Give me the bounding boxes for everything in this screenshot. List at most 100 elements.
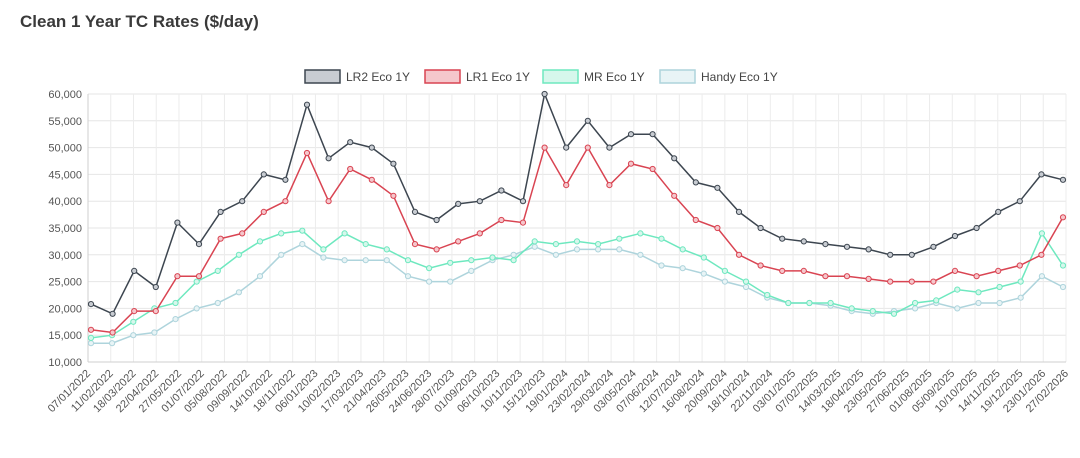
data-point[interactable] <box>411 208 419 215</box>
data-point[interactable] <box>1017 278 1024 285</box>
data-point[interactable] <box>383 257 390 264</box>
data-point[interactable] <box>806 299 813 307</box>
data-point[interactable] <box>627 160 635 167</box>
data-point[interactable] <box>649 131 656 138</box>
data-point[interactable] <box>606 182 613 189</box>
data-point[interactable] <box>519 198 527 205</box>
data-point[interactable] <box>341 230 348 237</box>
data-point[interactable] <box>256 273 264 280</box>
data-point[interactable] <box>735 251 743 258</box>
data-point[interactable] <box>362 257 369 264</box>
data-point[interactable] <box>390 192 397 199</box>
data-point[interactable] <box>742 283 750 291</box>
data-point[interactable] <box>362 241 369 248</box>
data-point[interactable] <box>930 243 937 250</box>
data-point[interactable] <box>320 246 327 253</box>
data-point[interactable] <box>822 241 829 248</box>
data-point[interactable] <box>954 305 961 312</box>
data-point[interactable] <box>975 299 982 307</box>
data-point[interactable] <box>1038 251 1045 258</box>
data-point[interactable] <box>800 238 807 245</box>
data-point[interactable] <box>700 270 707 277</box>
data-point[interactable] <box>1059 283 1067 291</box>
data-point[interactable] <box>260 171 267 178</box>
data-point[interactable] <box>174 219 181 226</box>
data-point[interactable] <box>476 198 483 205</box>
data-point[interactable] <box>616 246 623 253</box>
data-point[interactable] <box>404 273 412 280</box>
data-point[interactable] <box>468 267 475 274</box>
data-point[interactable] <box>498 216 505 224</box>
data-point[interactable] <box>679 265 686 272</box>
data-point[interactable] <box>447 278 454 285</box>
data-point[interactable] <box>214 299 221 307</box>
data-point[interactable] <box>433 246 440 253</box>
data-point[interactable] <box>383 246 390 253</box>
legend-item-2[interactable]: MR Eco 1Y <box>542 69 645 84</box>
data-point[interactable] <box>912 305 919 312</box>
data-point[interactable] <box>341 257 348 264</box>
data-point[interactable] <box>908 251 915 258</box>
data-point[interactable] <box>584 144 591 151</box>
data-point[interactable] <box>973 273 980 280</box>
data-point[interactable] <box>616 235 623 242</box>
data-point[interactable] <box>1017 294 1024 301</box>
data-point[interactable] <box>1016 262 1023 269</box>
data-point[interactable] <box>195 241 203 248</box>
data-point[interactable] <box>887 251 894 258</box>
data-point[interactable] <box>235 289 242 296</box>
data-point[interactable] <box>411 241 419 248</box>
data-point[interactable] <box>541 144 548 151</box>
data-point[interactable] <box>930 278 937 285</box>
data-point[interactable] <box>368 144 375 151</box>
data-point[interactable] <box>87 334 95 341</box>
data-point[interactable] <box>679 246 686 253</box>
data-point[interactable] <box>541 90 548 98</box>
data-point[interactable] <box>109 310 116 317</box>
data-point[interactable] <box>649 165 656 173</box>
data-point[interactable] <box>721 278 729 285</box>
legend-item-1[interactable]: LR1 Eco 1Y <box>424 69 530 84</box>
data-point[interactable] <box>217 235 224 242</box>
data-point[interactable] <box>573 238 581 245</box>
data-point[interactable] <box>735 208 743 215</box>
data-point[interactable] <box>908 278 915 285</box>
data-point[interactable] <box>282 176 289 183</box>
data-point[interactable] <box>1059 214 1067 221</box>
data-point[interactable] <box>347 165 354 173</box>
data-point[interactable] <box>865 246 872 253</box>
data-point[interactable] <box>1038 230 1046 237</box>
data-point[interactable] <box>890 310 898 317</box>
data-point[interactable] <box>325 198 332 205</box>
data-point[interactable] <box>303 149 311 157</box>
data-point[interactable] <box>584 117 591 124</box>
data-point[interactable] <box>347 139 354 146</box>
data-point[interactable] <box>282 198 289 205</box>
data-point[interactable] <box>595 241 602 248</box>
data-point[interactable] <box>822 273 829 280</box>
data-point[interactable] <box>299 241 306 248</box>
data-point[interactable] <box>552 251 560 258</box>
data-point[interactable] <box>87 340 95 347</box>
data-point[interactable] <box>757 224 764 232</box>
data-point[interactable] <box>278 251 285 258</box>
data-point[interactable] <box>1059 262 1067 269</box>
data-point[interactable] <box>531 238 538 245</box>
data-point[interactable] <box>172 316 179 323</box>
data-point[interactable] <box>595 246 602 253</box>
data-point[interactable] <box>109 340 116 347</box>
data-point[interactable] <box>130 318 137 325</box>
data-point[interactable] <box>214 267 221 274</box>
data-point[interactable] <box>426 278 433 285</box>
data-point[interactable] <box>658 235 665 242</box>
data-point[interactable] <box>951 267 959 274</box>
data-point[interactable] <box>1059 176 1067 183</box>
data-point[interactable] <box>552 241 560 248</box>
data-point[interactable] <box>714 184 721 191</box>
data-point[interactable] <box>671 155 678 162</box>
legend-item-0[interactable]: LR2 Eco 1Y <box>304 69 410 84</box>
data-point[interactable] <box>848 305 855 312</box>
data-point[interactable] <box>151 329 158 336</box>
data-point[interactable] <box>995 267 1002 274</box>
data-point[interactable] <box>563 144 570 151</box>
